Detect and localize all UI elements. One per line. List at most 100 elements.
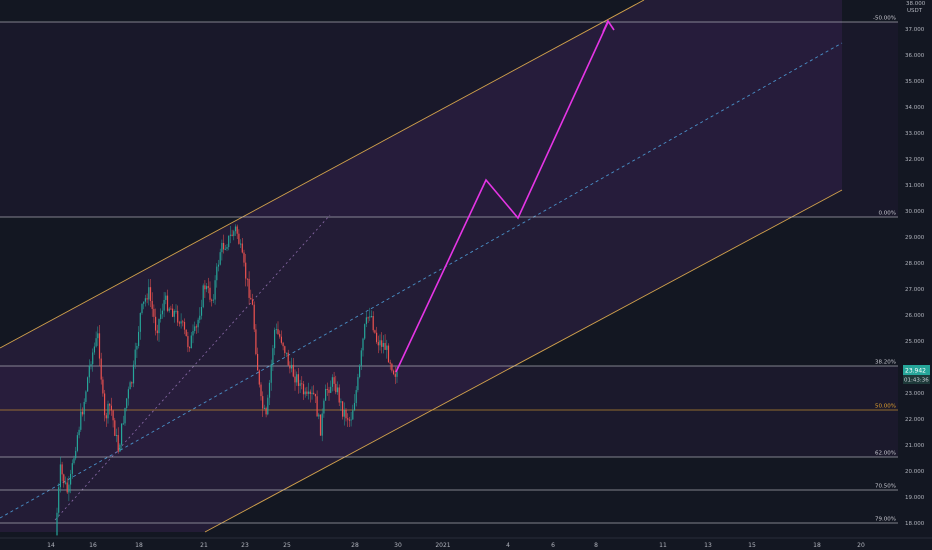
fib-zone-top	[0, 22, 898, 217]
candle-body	[112, 410, 114, 421]
candle-body	[292, 364, 294, 377]
candle-body	[223, 242, 225, 250]
candle-body	[200, 306, 203, 316]
candle-body	[109, 403, 111, 406]
candle-body	[382, 342, 384, 347]
candle-body	[221, 242, 223, 253]
candle-body	[161, 310, 163, 315]
candle-body	[272, 348, 274, 365]
candle-body	[376, 332, 378, 343]
price-tick-label: 18.000	[905, 521, 925, 527]
candle-body	[268, 382, 271, 398]
candle-body	[211, 299, 213, 301]
candle-body	[291, 364, 293, 369]
candle-body	[360, 350, 362, 366]
candle-body	[68, 484, 70, 493]
price-tick-label: 36.000	[905, 53, 925, 59]
candle-body	[143, 301, 145, 304]
candle-body	[314, 393, 316, 397]
candle-body	[233, 231, 235, 236]
channel-mid-line	[0, 42, 843, 519]
price-tick-label: 23.000	[905, 391, 925, 397]
candle-body	[132, 364, 135, 384]
candle-body	[304, 391, 306, 395]
candle-body	[216, 266, 218, 281]
candle-body	[172, 308, 174, 317]
candle-body	[168, 308, 170, 311]
candle-body	[228, 235, 230, 248]
candle-body	[131, 382, 133, 384]
candle-body	[66, 482, 68, 493]
candle-body	[285, 352, 288, 354]
price-tick-label: 27.000	[905, 287, 925, 293]
candle-body	[59, 464, 61, 488]
candle-body	[121, 423, 123, 445]
candle-body	[156, 330, 158, 334]
current-price-badge: 23.942	[903, 365, 930, 375]
candle-body	[364, 324, 366, 339]
candle-body	[107, 403, 109, 419]
price-tick-labels: 37.000 36.000 35.000 34.000 33.000 32.000 31.0…	[905, 27, 925, 527]
candle-body	[265, 407, 267, 415]
candle-body	[192, 330, 194, 336]
candle-body	[209, 287, 211, 300]
candle-body	[194, 326, 196, 331]
candle-body	[104, 393, 106, 416]
candle-body	[255, 329, 257, 355]
candle-body	[206, 286, 208, 290]
candle-body	[105, 415, 107, 419]
candle-body	[299, 383, 301, 386]
candle-body	[98, 333, 101, 359]
candle-body	[289, 365, 291, 369]
candle-body	[178, 322, 180, 324]
candle-body	[61, 464, 63, 475]
candle-body	[231, 234, 233, 236]
fib-level-label: 50.00%	[875, 404, 896, 410]
candle-body	[87, 377, 89, 392]
candle-body	[353, 403, 356, 411]
candle-body	[365, 317, 367, 325]
candle-body	[359, 365, 361, 378]
candle-body	[367, 317, 369, 319]
candle-body	[214, 280, 216, 300]
candle-body	[73, 458, 75, 464]
time-axis-background[interactable]	[0, 538, 932, 550]
candle-body	[146, 298, 148, 300]
candle-body	[114, 420, 116, 436]
fib-level-label: -50.00%	[873, 16, 896, 22]
fib-retracement-lines: -50.00% 0.00% 38.20% 50.00% 62.00% 70.50% 79.0…	[0, 16, 898, 524]
candle-body	[296, 374, 298, 383]
time-tick-label: 14	[47, 542, 55, 549]
candle-body	[195, 326, 197, 328]
time-tick-label: 11	[659, 542, 667, 549]
candle-body	[343, 409, 345, 417]
candle-body	[160, 314, 162, 320]
candle-body	[97, 333, 99, 339]
candle-body	[163, 299, 165, 311]
candle-body	[234, 226, 237, 232]
price-tick-label: 33.000	[905, 131, 925, 137]
candle-body	[393, 370, 395, 375]
candle-body	[362, 338, 364, 351]
candle-body	[182, 321, 184, 323]
candle-body	[58, 487, 60, 513]
candle-body	[202, 285, 204, 307]
price-axis-background[interactable]	[898, 0, 932, 538]
candle-body	[219, 252, 221, 265]
candle-body	[321, 413, 323, 436]
fib-level-label: 70.50%	[875, 484, 896, 490]
fib-level-label: 79.00%	[875, 517, 896, 523]
candle-body	[335, 383, 337, 393]
candle-body	[127, 389, 129, 399]
candle-body	[340, 401, 342, 403]
time-tick-label: 20	[857, 542, 865, 549]
time-tick-label: 4	[506, 542, 510, 549]
candle-body	[394, 374, 396, 377]
candle-body	[389, 362, 391, 364]
candle-body	[302, 384, 305, 395]
candle-body	[115, 435, 118, 437]
candle-body	[85, 391, 87, 402]
candle-body	[93, 346, 95, 353]
candle-body	[370, 316, 373, 318]
